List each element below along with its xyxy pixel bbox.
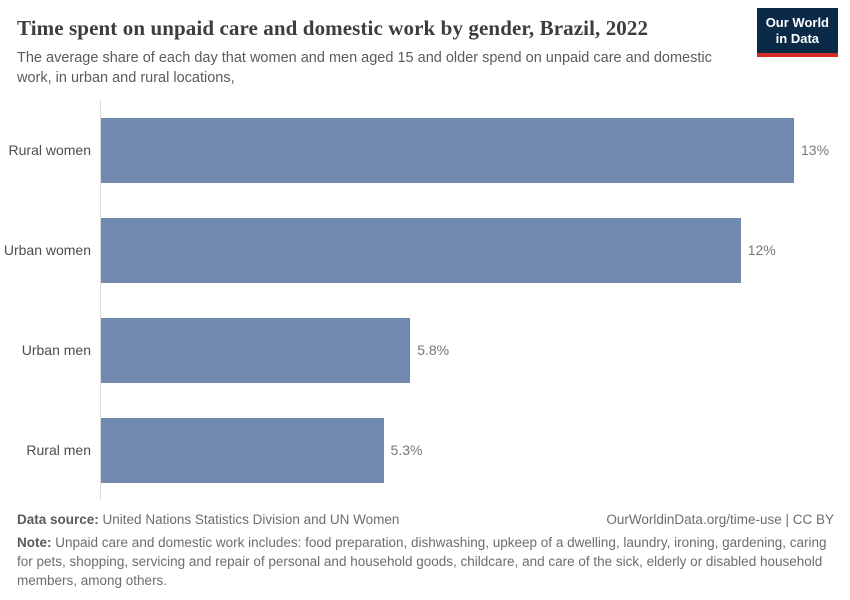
data-source-label: Data source: xyxy=(17,512,99,528)
chart-header: Time spent on unpaid care and domestic w… xyxy=(0,0,850,88)
bar-row: Urban women 12% xyxy=(0,200,834,301)
category-label: Urban men xyxy=(21,342,91,359)
bar[interactable] xyxy=(101,417,384,483)
bar-row: Urban men 5.8% xyxy=(0,300,834,401)
data-source: Data source: United Nations Statistics D… xyxy=(17,512,399,527)
plot-area: 12% xyxy=(100,200,834,301)
footer-source-row: Data source: United Nations Statistics D… xyxy=(17,512,834,527)
bar[interactable] xyxy=(101,317,411,383)
category-label: Urban women xyxy=(3,242,91,259)
bar-row: Rural women 13% xyxy=(0,100,834,201)
value-label: 5.3% xyxy=(390,442,423,459)
bar[interactable] xyxy=(101,217,741,283)
value-label: 13% xyxy=(801,142,830,159)
note-label: Note: xyxy=(17,535,52,551)
chart-subtitle: The average share of each day that women… xyxy=(17,50,712,86)
data-source-text: United Nations Statistics Division and U… xyxy=(102,512,400,528)
plot-area: 5.8% xyxy=(100,300,834,401)
bar-row: Rural men 5.3% xyxy=(0,400,834,501)
plot-area: 5.3% xyxy=(100,400,834,501)
value-label: 12% xyxy=(747,242,776,259)
chart-note: Note: Unpaid care and domestic work incl… xyxy=(17,534,834,591)
plot-area: 13% xyxy=(100,100,834,201)
chart-footer: Data source: United Nations Statistics D… xyxy=(0,512,850,591)
note-text: Unpaid care and domestic work includes: … xyxy=(17,535,827,589)
title-block: Time spent on unpaid care and domestic w… xyxy=(17,16,747,88)
chart-title: Time spent on unpaid care and domestic w… xyxy=(17,16,649,40)
category-label: Rural women xyxy=(8,142,91,159)
owid-logo-line1: Our World xyxy=(765,15,829,30)
owid-logo-line2: in Data xyxy=(775,31,820,47)
license-link[interactable]: OurWorldinData.org/time-use | CC BY xyxy=(606,512,834,528)
bar-chart: Rural women 13% Urban women 12% Urban men 5.8… xyxy=(0,100,850,501)
value-label: 5.8% xyxy=(417,342,450,359)
bar[interactable] xyxy=(101,117,795,183)
owid-logo: Our World in Data xyxy=(756,8,838,57)
category-label: Rural men xyxy=(26,442,91,459)
